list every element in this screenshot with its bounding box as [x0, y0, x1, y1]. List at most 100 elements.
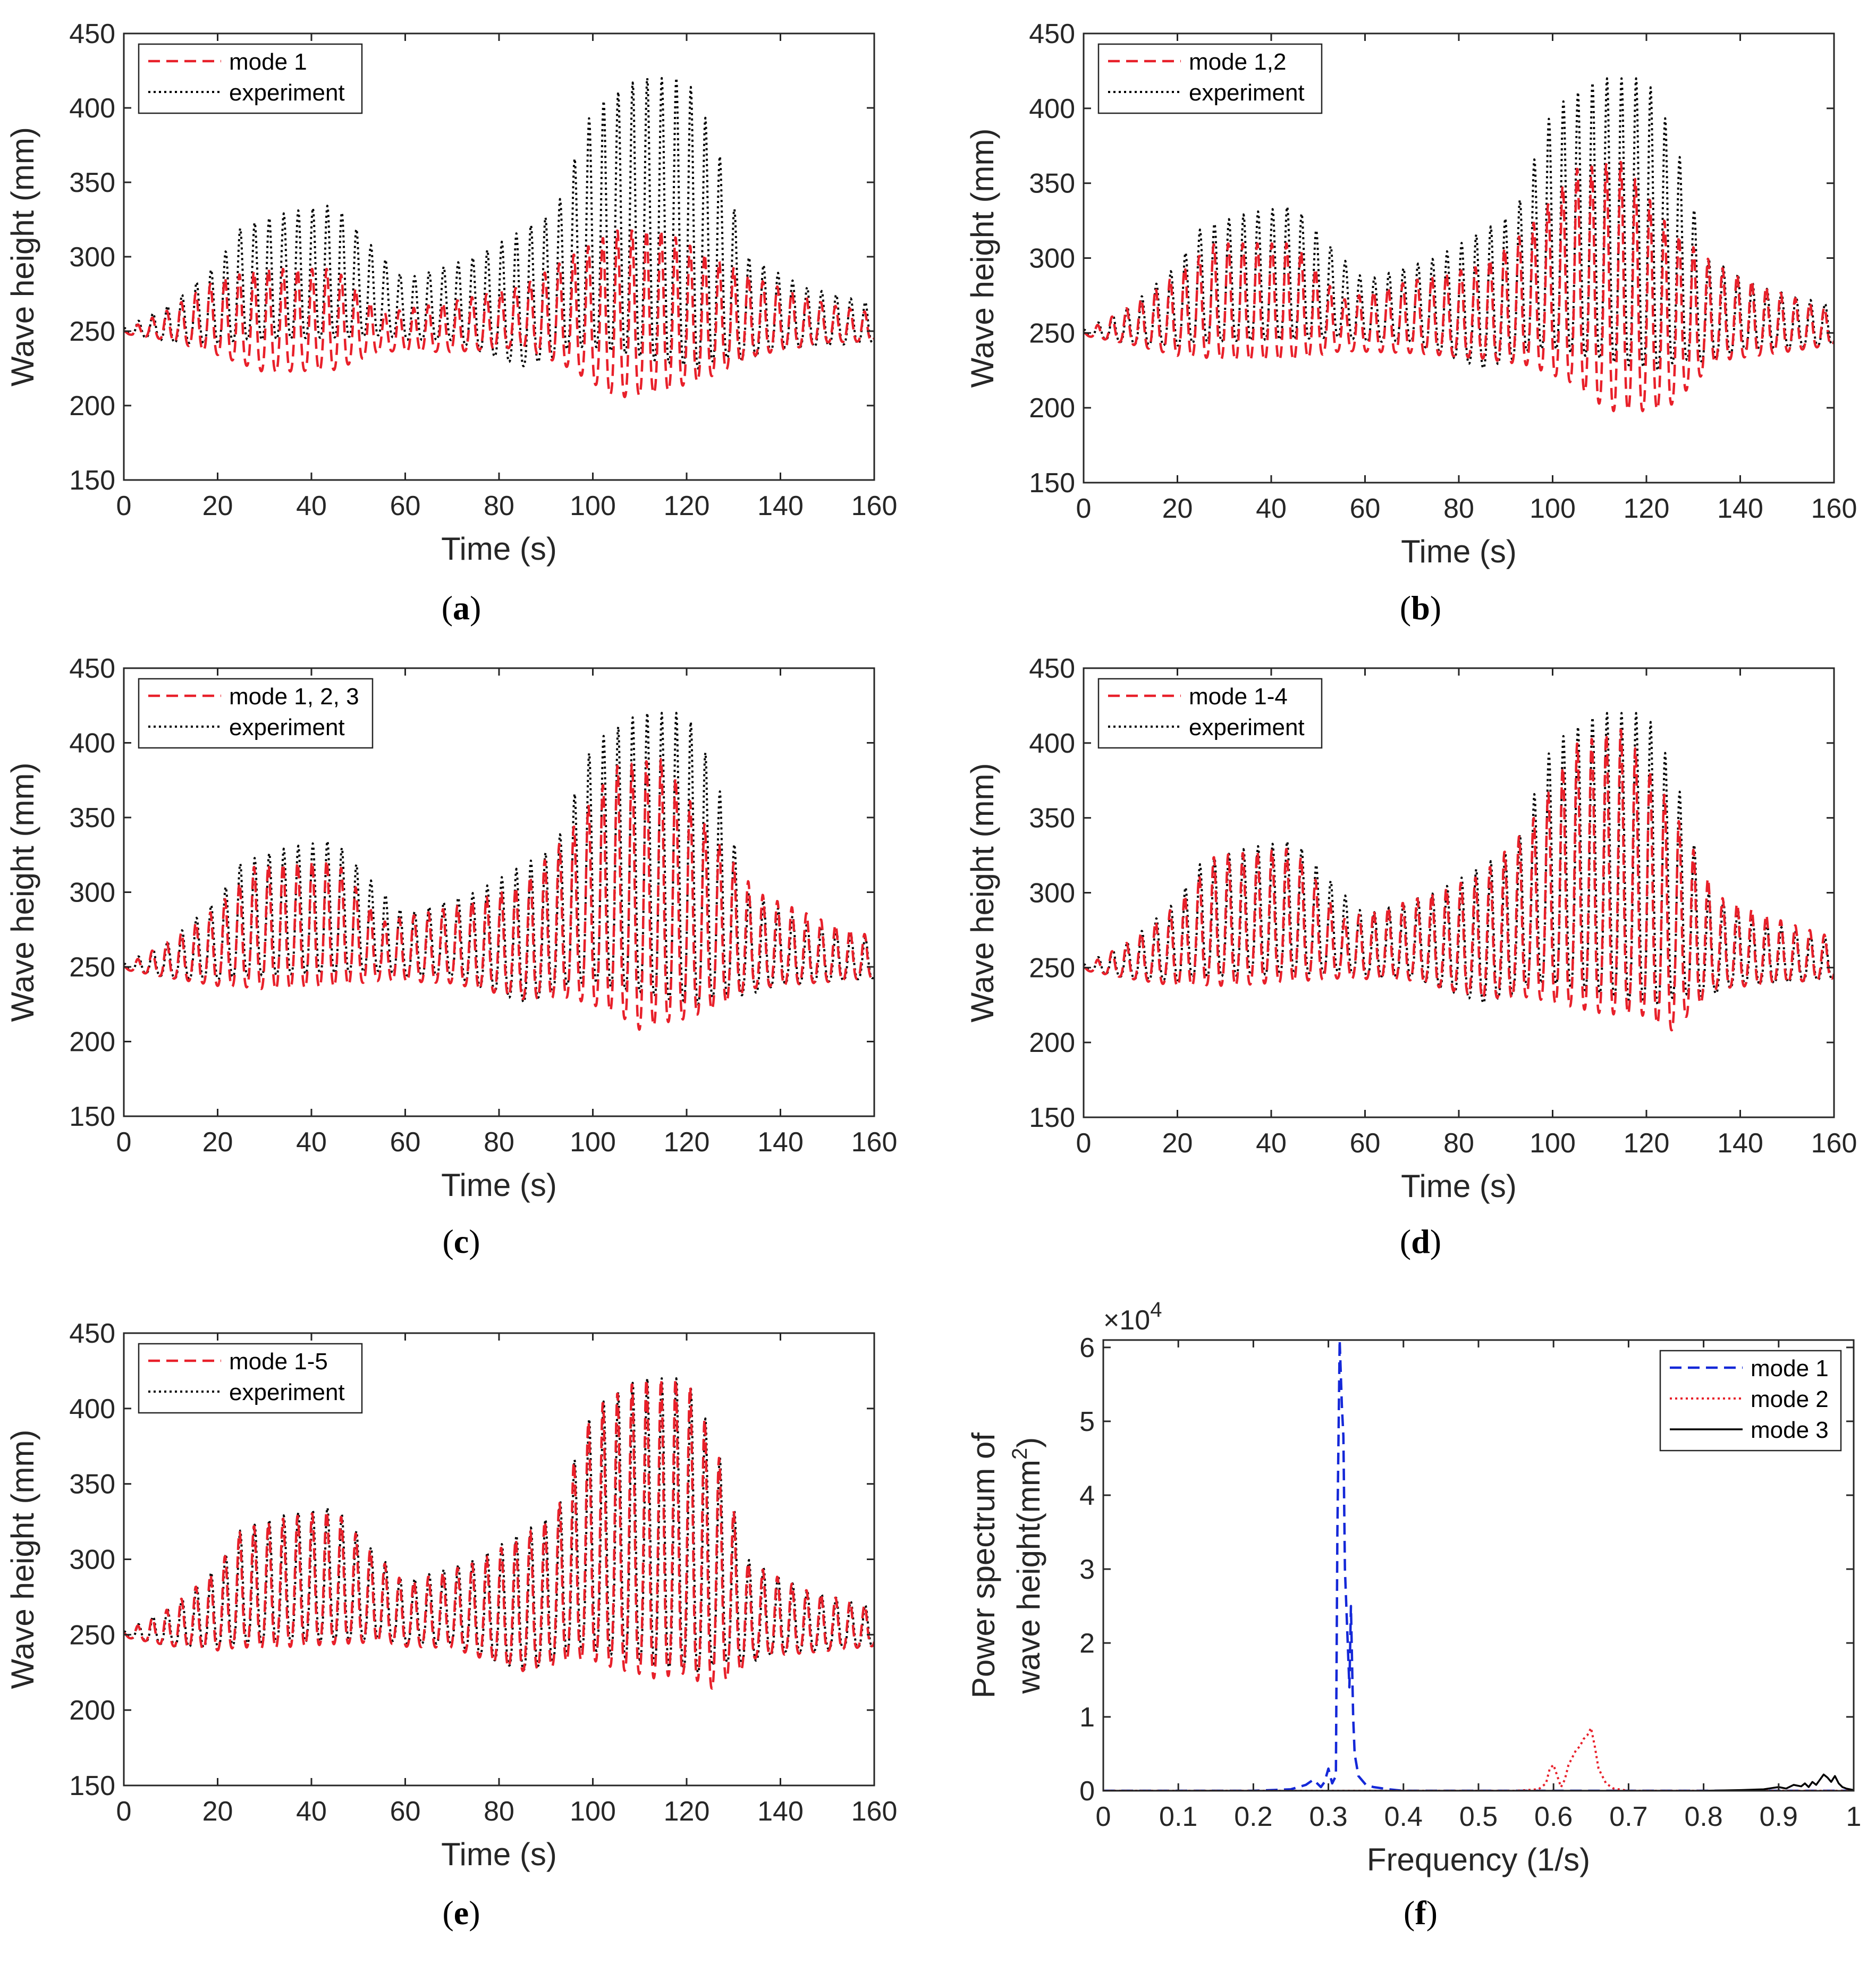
- y-tick-label: 400: [69, 93, 115, 124]
- y-tick-label: 200: [1029, 1027, 1075, 1058]
- caption-close-paren: ): [1430, 1223, 1441, 1260]
- x-tick-label: 100: [1529, 493, 1576, 524]
- legend-label: mode 1: [1751, 1355, 1829, 1381]
- x-tick-label: 0.5: [1459, 1801, 1498, 1832]
- plot-area: [124, 712, 874, 1031]
- panel-f: 0 0.1 0.2 0.3 0.4 0.5 0.6 0.7 0.8 0.9 1 0 1 2 3 4 5 6 Freq…: [966, 1298, 1861, 1932]
- y-axis-label: Wave height (mm): [5, 763, 40, 1022]
- y-tick-label: 400: [1029, 728, 1075, 759]
- x-tick-label: 160: [851, 491, 898, 521]
- x-tick-label: 20: [202, 1127, 233, 1158]
- panel-caption: (a): [442, 589, 481, 627]
- y-axis-label: Wave height (mm): [965, 129, 1000, 388]
- x-tick-label: 60: [1350, 1128, 1381, 1159]
- x-tick-label: 20: [202, 491, 233, 521]
- caption-close-paren: ): [469, 1223, 480, 1260]
- y-tick-label: 200: [69, 1027, 115, 1058]
- x-tick-label: 0.8: [1684, 1801, 1722, 1832]
- x-tick-label: 100: [1529, 1128, 1576, 1159]
- y-tick-label: 150: [69, 1101, 115, 1132]
- exponent-power: 4: [1150, 1298, 1162, 1321]
- caption-letter: b: [1411, 589, 1430, 627]
- x-tick-label: 0.1: [1159, 1801, 1197, 1832]
- caption-letter: f: [1415, 1894, 1426, 1932]
- panel-d: 0 20 40 60 80 100 120 140 160 150 200 250 300 350 400 4…: [965, 653, 1857, 1260]
- y-label-superscript: 2: [1008, 1448, 1032, 1460]
- y-tick-label: 200: [1029, 393, 1075, 424]
- y-tick-label: 450: [69, 1318, 115, 1349]
- y-label-close: ): [1011, 1437, 1046, 1448]
- x-tick-label: 60: [1350, 493, 1381, 524]
- y-tick-label: 450: [69, 19, 115, 49]
- x-tick-label: 0: [1076, 493, 1092, 524]
- y-tick-label: 300: [69, 1545, 115, 1576]
- series-experiment: [124, 1377, 874, 1674]
- x-tick-label: 140: [757, 1127, 804, 1158]
- x-tick-label: 20: [202, 1796, 233, 1827]
- y-tick-label: 200: [69, 391, 115, 422]
- exponent-base: ×10: [1103, 1305, 1150, 1336]
- x-tick-label: 160: [851, 1796, 898, 1827]
- x-axis-label: Time (s): [1401, 1168, 1517, 1204]
- caption-open-paren: (: [1404, 1894, 1415, 1932]
- caption-close-paren: ): [470, 589, 481, 627]
- x-tick-label: 40: [296, 491, 327, 521]
- x-tick-label: 140: [757, 1796, 804, 1827]
- panel-a: 0 20 40 60 80 100 120 140 160 150 200 250 300 350 400 4…: [5, 19, 897, 627]
- y-axis-label: Wave height (mm): [5, 127, 40, 386]
- panel-caption: (d): [1400, 1223, 1441, 1260]
- y-tick-label: 400: [69, 1394, 115, 1425]
- y-tick-label: 250: [69, 952, 115, 983]
- x-axis-label: Time (s): [441, 531, 557, 567]
- legend-box: [1097, 43, 1323, 114]
- x-tick-label: 40: [1256, 493, 1287, 524]
- x-tick-label: 80: [484, 1127, 514, 1158]
- y-axis-label: Wave height (mm): [5, 1430, 40, 1689]
- x-tick-label: 100: [570, 1127, 616, 1158]
- x-tick-label: 0.4: [1384, 1801, 1423, 1832]
- panel-b: 0 20 40 60 80 100 120 140 160 150 200 250 300 350 400 4…: [965, 19, 1857, 627]
- x-axis-label: Frequency (1/s): [1367, 1842, 1590, 1877]
- y-tick-label: 3: [1079, 1554, 1095, 1585]
- plot-area: [1084, 712, 1834, 1032]
- caption-open-paren: (: [1400, 1223, 1411, 1260]
- legend-label: mode 1-4: [1189, 684, 1288, 710]
- panel-e: 0 20 40 60 80 100 120 140 160 150 200 250 300 350 400 4…: [5, 1318, 897, 1932]
- y-tick-label: 350: [69, 1469, 115, 1500]
- x-axis-label: Time (s): [441, 1167, 557, 1203]
- legend-label: experiment: [229, 80, 345, 106]
- x-tick-label: 0: [1076, 1128, 1092, 1159]
- y-axis-exponent: ×104: [1103, 1298, 1162, 1336]
- y-tick-label: 250: [1029, 953, 1075, 983]
- series-mode-1-2: [1084, 161, 1834, 412]
- y-tick-label: 450: [1029, 19, 1075, 49]
- legend-label: experiment: [229, 1379, 345, 1405]
- series-mode-3: [1103, 1773, 1854, 1791]
- series-experiment: [124, 77, 874, 370]
- x-tick-label: 140: [757, 491, 804, 521]
- x-tick-label: 80: [484, 491, 514, 521]
- x-tick-label: 100: [570, 491, 616, 521]
- caption-letter: a: [453, 589, 470, 627]
- legend: mode 1-5 experiment: [138, 1343, 363, 1414]
- y-tick-label: 400: [69, 728, 115, 759]
- series-mode-1-2-3: [124, 757, 874, 1031]
- x-tick-label: 120: [1624, 493, 1670, 524]
- x-tick-label: 40: [296, 1127, 327, 1158]
- y-tick-label: 400: [1029, 94, 1075, 124]
- x-tick-label: 0: [116, 491, 132, 521]
- y-tick-label: 300: [1029, 878, 1075, 909]
- x-tick-label: 0: [116, 1796, 132, 1827]
- legend-box: [1097, 678, 1323, 749]
- y-tick-label: 350: [69, 803, 115, 833]
- panel-caption: (c): [442, 1223, 480, 1260]
- y-tick-label: 6: [1079, 1333, 1095, 1363]
- caption-letter: c: [454, 1223, 469, 1260]
- legend-box: [138, 1343, 363, 1414]
- plot-area: [1103, 1340, 1854, 1791]
- x-tick-label: 120: [1624, 1128, 1670, 1159]
- x-tick-label: 160: [1811, 493, 1857, 524]
- legend: mode 1,2 experiment: [1097, 43, 1323, 114]
- x-tick-label: 120: [664, 1127, 710, 1158]
- caption-open-paren: (: [442, 1894, 453, 1932]
